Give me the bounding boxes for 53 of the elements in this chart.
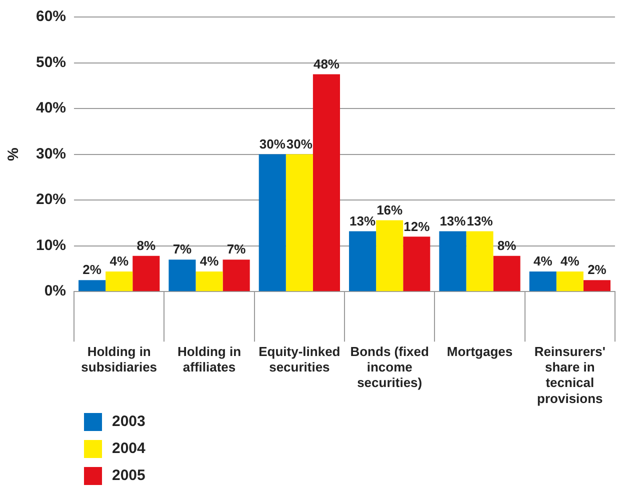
y-tick-label: 30% (36, 145, 66, 162)
bar (312, 74, 340, 292)
data-label: 8% (136, 238, 156, 253)
legend-label: 2005 (112, 467, 146, 484)
data-label: 16% (376, 202, 404, 218)
bar (466, 231, 494, 292)
x-tick-label: Mortgages (446, 344, 513, 359)
bar (529, 271, 556, 292)
y-tick-label: 40% (36, 100, 66, 117)
bar (222, 260, 250, 292)
x-tick-label: Reinsurers' share in tecnical provisions (534, 344, 606, 406)
bar (403, 236, 430, 292)
bar (439, 231, 466, 292)
data-label: 4% (200, 254, 220, 269)
data-label: 13% (466, 213, 494, 228)
data-label: 2% (588, 262, 607, 278)
data-label: 7% (226, 242, 246, 257)
bar (286, 154, 313, 292)
bar (583, 280, 610, 292)
legend-label: 2003 (112, 413, 146, 430)
bar (556, 271, 584, 292)
bar (106, 271, 133, 292)
bar (376, 220, 404, 292)
legend-label: 2004 (112, 440, 146, 457)
data-label: 30% (259, 136, 286, 152)
y-tick-label: 50% (36, 54, 66, 71)
data-label: 13% (440, 213, 466, 228)
y-tick-label: 20% (36, 191, 66, 208)
data-label: 7% (172, 242, 192, 257)
bar (258, 154, 286, 292)
data-label: 13% (350, 213, 376, 228)
data-label: 48% (313, 56, 340, 72)
data-label: 2% (82, 262, 102, 278)
bar (78, 280, 106, 292)
data-label: 12% (404, 218, 430, 234)
x-tick-label: Bonds (fixed income securities) (350, 344, 430, 390)
y-axis-title: % (5, 148, 22, 161)
bar (132, 256, 160, 292)
y-tick-label: 10% (36, 236, 66, 254)
y-tick-label: 0% (44, 282, 66, 300)
y-tick-label: 60% (36, 8, 66, 26)
bar (168, 260, 196, 292)
x-tick-label: Holding in affiliates (177, 344, 242, 375)
data-label: 4% (110, 254, 129, 269)
bar (349, 231, 376, 292)
bar (196, 271, 223, 292)
data-label: 4% (560, 254, 580, 269)
data-label: 4% (533, 254, 553, 269)
bar (493, 256, 520, 292)
x-tick-label: Holding in subsidiaries (81, 344, 158, 375)
data-label: 30% (286, 136, 313, 152)
data-label: 8% (497, 238, 517, 253)
x-tick-label: Equity-linked securities (258, 344, 340, 375)
